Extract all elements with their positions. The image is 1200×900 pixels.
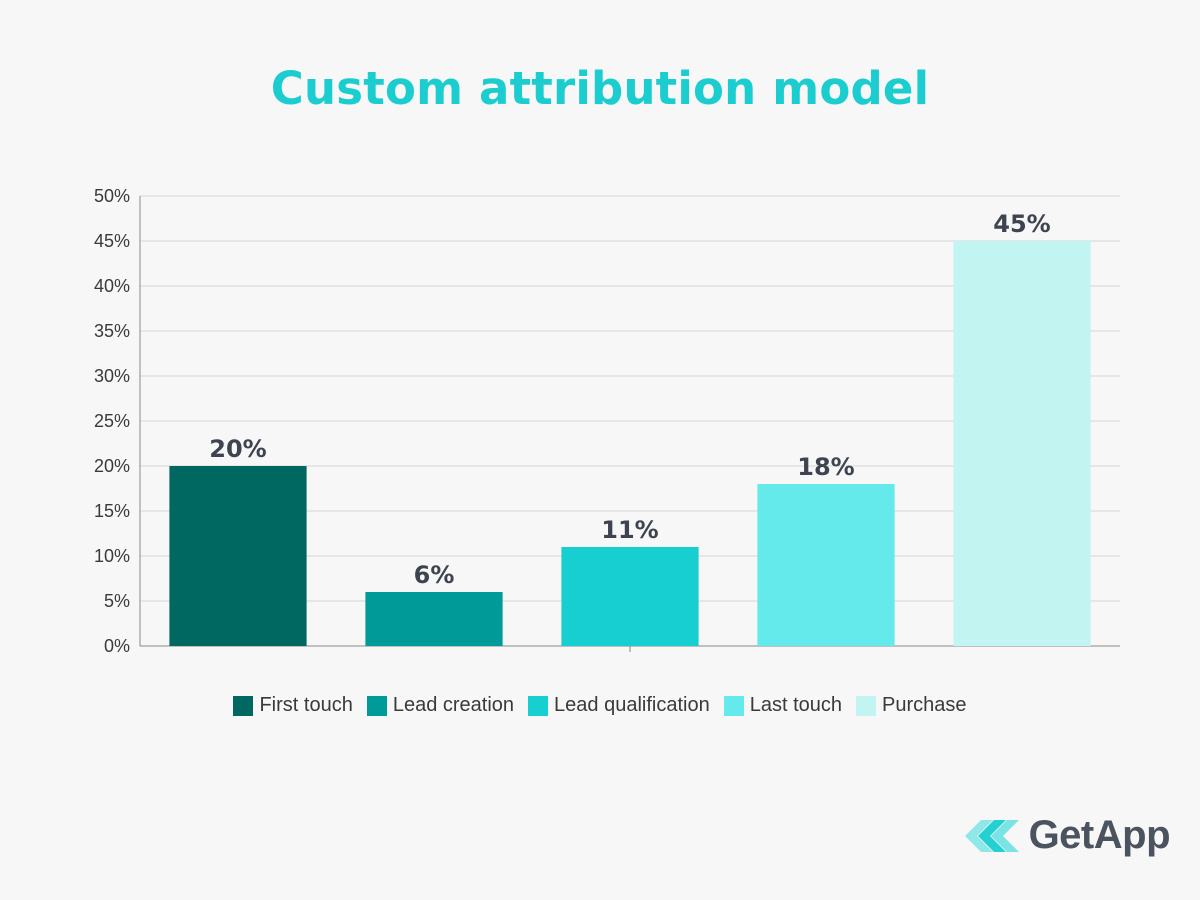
logo-text: GetApp <box>1028 813 1171 857</box>
bars <box>169 241 1091 646</box>
bar-lead-qualification <box>561 547 699 646</box>
bar-first-touch <box>169 466 307 646</box>
getapp-chevrons-icon <box>964 819 1019 852</box>
legend-swatch <box>723 695 744 716</box>
data-label: 45% <box>993 210 1050 238</box>
legend-item: Lead creation <box>366 694 515 717</box>
legend-item: First touch <box>233 694 353 717</box>
y-tick-label: 20% <box>94 456 130 476</box>
legend-swatch <box>856 695 877 716</box>
bar-purchase <box>953 241 1091 646</box>
y-tick-label: 5% <box>104 591 130 611</box>
y-tick-label: 45% <box>94 231 130 251</box>
legend-swatch <box>366 695 387 716</box>
legend-label: First touch <box>259 694 353 716</box>
legend-item: Last touch <box>723 694 843 717</box>
axes: 0% 5% 10% 15% 20% 25% 30% 35% 40% 45% 50% <box>94 186 1120 656</box>
y-tick-label: 25% <box>94 411 130 431</box>
legend-item: Lead qualification <box>528 694 710 717</box>
bar-lead-creation <box>365 592 503 646</box>
data-label: 6% <box>414 561 455 589</box>
legend-label: Purchase <box>882 694 967 716</box>
y-tick-label: 50% <box>94 186 130 206</box>
y-tick-label: 0% <box>104 636 130 656</box>
bar-last-touch <box>757 484 895 646</box>
y-tick-label: 15% <box>94 501 130 521</box>
y-tick-label: 30% <box>94 366 130 386</box>
y-tick-label: 40% <box>94 276 130 296</box>
data-label: 11% <box>601 516 658 544</box>
legend-label: Lead creation <box>392 694 515 716</box>
y-tick-label: 10% <box>94 546 130 566</box>
legend-item: Purchase <box>856 694 967 717</box>
legend-swatch <box>528 695 549 716</box>
chart-title: Custom attribution model <box>270 62 930 115</box>
data-label: 18% <box>797 453 854 481</box>
data-labels: 20% 6% 11% 18% 45% <box>209 210 1050 589</box>
legend: First touch Lead creation Lead qualificati… <box>0 694 1200 717</box>
y-tick-label: 35% <box>94 321 130 341</box>
legend-swatch <box>233 695 254 716</box>
getapp-logo: GetApp <box>964 813 1171 858</box>
legend-label: Lead qualification <box>554 694 710 716</box>
data-label: 20% <box>209 435 266 463</box>
legend-label: Last touch <box>749 694 843 716</box>
